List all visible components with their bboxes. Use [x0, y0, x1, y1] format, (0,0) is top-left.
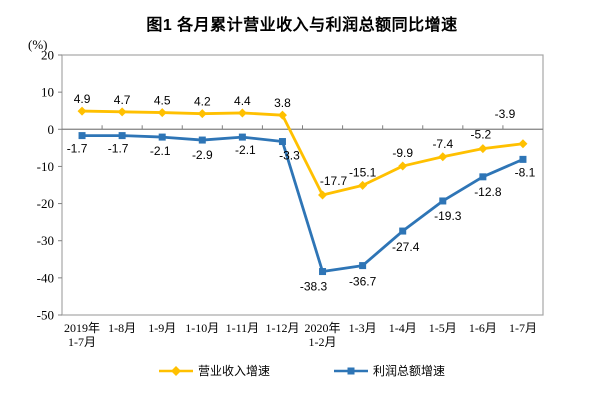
y-axis-tick-label: 20 [41, 48, 54, 63]
data-label: -5.2 [471, 128, 492, 142]
y-axis-tick-label: -10 [37, 159, 54, 174]
data-label: 4.5 [154, 94, 171, 108]
data-label: 4.4 [234, 94, 251, 108]
data-label: 4.7 [114, 93, 131, 107]
series-marker-square [78, 132, 86, 140]
data-label: -7.4 [432, 137, 453, 151]
data-label: -27.4 [392, 240, 420, 254]
data-label: -38.3 [300, 280, 328, 294]
y-axis-tick-label: -40 [37, 270, 54, 285]
series-marker-square [278, 138, 286, 146]
series-marker-square [439, 197, 447, 205]
series-marker-square [238, 133, 246, 141]
series-marker-diamond [518, 139, 528, 149]
data-label: -19.3 [434, 209, 462, 223]
legend-item-revenue: 营业收入增速 [158, 362, 270, 379]
series-marker-diamond [318, 190, 328, 200]
y-axis-tick-label: 0 [48, 122, 55, 137]
data-label: -2.1 [150, 144, 171, 158]
data-label: 4.9 [74, 92, 91, 106]
x-axis-label: 2019年 [64, 321, 100, 335]
series-marker-square [118, 132, 126, 140]
data-label: -2.1 [235, 143, 256, 157]
series-marker-diamond [398, 161, 408, 171]
data-label: -36.7 [349, 275, 377, 289]
series-marker-diamond [277, 110, 287, 120]
x-axis-label: 1-8月 [108, 321, 136, 335]
data-label: -2.9 [192, 148, 213, 162]
x-axis-label: 1-9月 [148, 321, 176, 335]
x-axis-label: 1-4月 [389, 321, 417, 335]
data-label: 3.8 [274, 96, 291, 110]
series-marker-diamond [157, 108, 167, 118]
y-axis-tick-label: -20 [37, 196, 54, 211]
legend-item-profit: 利润总额增速 [334, 362, 445, 379]
revenue-line-diamond-icon [158, 365, 193, 376]
series-marker-square [479, 173, 487, 181]
x-axis-label: 1-7月 [68, 335, 96, 349]
data-label: -9.9 [392, 146, 413, 160]
data-label: -12.8 [474, 185, 502, 199]
data-label: -17.7 [320, 174, 348, 188]
x-axis-label: 1-12月 [265, 321, 299, 335]
data-label: -1.7 [67, 142, 88, 156]
y-axis-tick-label: -50 [37, 308, 54, 323]
x-axis-label: 2020年 [305, 321, 341, 335]
series-marker-diamond [237, 108, 247, 118]
series-marker-square [359, 262, 367, 270]
legend-label-profit: 利润总额增速 [373, 364, 446, 378]
legend: 营业收入增速 利润总额增速 [0, 362, 604, 379]
series-marker-square [399, 227, 407, 235]
data-label: -15.1 [349, 165, 377, 179]
x-axis-label: 1-7月 [509, 321, 537, 335]
x-axis-label: 1-11月 [226, 321, 260, 335]
x-axis-label: 1-5月 [429, 321, 457, 335]
series-marker-diamond [478, 144, 488, 154]
series-marker-diamond [117, 107, 127, 117]
data-label: -1.7 [108, 142, 129, 156]
series-line-1 [80, 134, 525, 273]
series-line-0 [80, 109, 525, 197]
series-marker-diamond [438, 152, 448, 162]
data-label: -3.3 [279, 149, 300, 163]
x-axis-label: 1-6月 [469, 321, 497, 335]
y-axis-unit-label: (%) [28, 37, 48, 52]
series-marker-diamond [358, 180, 368, 190]
series-marker-square [519, 155, 527, 163]
x-axis-label: 1-10月 [185, 321, 219, 335]
legend-label-revenue: 营业收入增速 [197, 364, 270, 378]
series-marker-square [198, 136, 206, 144]
data-label: -8.1 [515, 165, 536, 179]
series-marker-diamond [77, 106, 87, 116]
data-label: -3.9 [495, 107, 516, 121]
y-axis-tick-label: -30 [37, 233, 54, 248]
series-marker-square [319, 268, 327, 276]
plot-border [61, 54, 544, 316]
profit-line-square-icon [334, 367, 368, 374]
data-label: 4.2 [194, 95, 211, 109]
y-axis-tick-label: 10 [41, 85, 54, 100]
x-axis-label: 1-3月 [349, 321, 377, 335]
series-marker-square [158, 133, 166, 141]
x-axis-label: 1-2月 [309, 335, 337, 349]
series-marker-diamond [197, 109, 207, 119]
chart-title: 图1 各月累计营业收入与利润总额同比增速 [146, 17, 458, 34]
